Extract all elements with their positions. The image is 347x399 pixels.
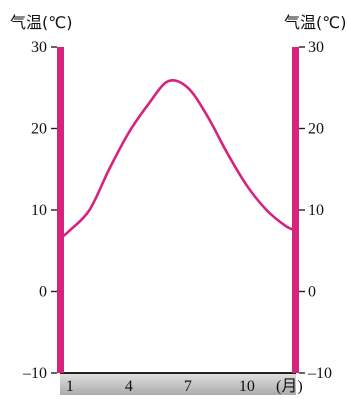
x-axis-unit: (月): [276, 378, 303, 395]
right-axis-label: 气温(℃): [284, 13, 346, 32]
x-tick-label: 4: [125, 378, 133, 395]
right-y-tick-label: 20: [308, 121, 324, 138]
x-tick-label: 7: [184, 378, 192, 395]
right-y-tick-label: 0: [308, 284, 316, 301]
left-axis-label: 气温(℃): [10, 13, 72, 32]
tick-layer: 30 30 20 20 10 10 0 0 –10 –10 1 4 7 10: [22, 39, 332, 395]
right-y-tick-label: 10: [308, 202, 324, 219]
x-tick-label: 10: [239, 378, 255, 395]
left-y-tick-label: 20: [31, 121, 47, 138]
left-y-tick-label: –10: [22, 365, 47, 382]
left-y-tick-label: 10: [31, 202, 47, 219]
temperature-curve: [58, 78, 298, 240]
x-axis-band: [60, 373, 296, 395]
right-axis-bar: [292, 47, 299, 373]
left-y-tick-label: 0: [39, 284, 47, 301]
right-y-tick-label: 30: [308, 39, 324, 56]
left-y-tick-label: 30: [31, 39, 47, 56]
left-axis-bar: [57, 47, 64, 373]
right-y-tick-label: –10: [307, 365, 332, 382]
x-tick-label: 1: [66, 378, 74, 395]
